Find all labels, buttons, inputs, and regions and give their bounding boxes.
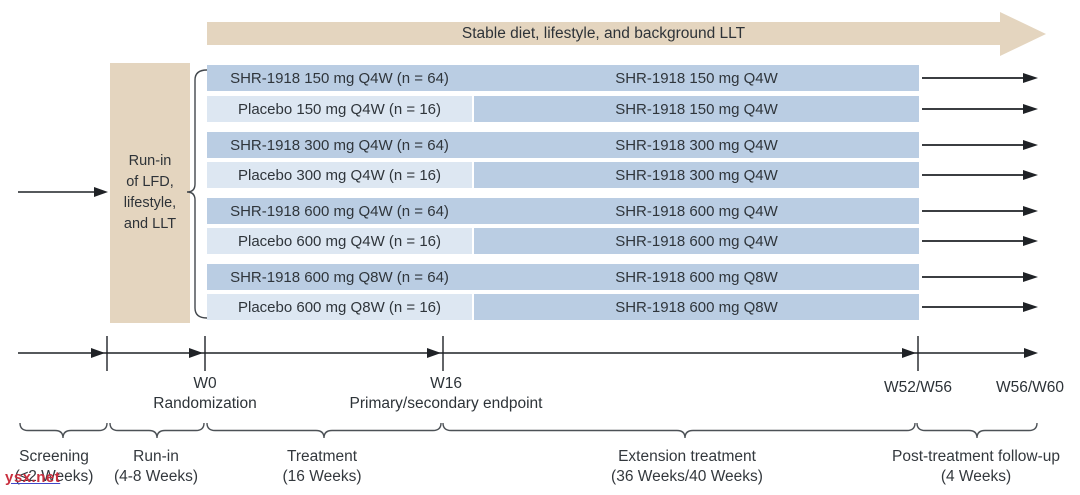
extension-segment: SHR-1918 300 mg Q4W xyxy=(474,162,919,188)
initial-segment: Placebo 600 mg Q8W (n = 16) xyxy=(207,294,472,320)
row-arrow-icon xyxy=(922,170,1038,180)
run-in-box: Run-in of LFD, lifestyle, and LLT xyxy=(110,63,190,323)
extension-segment: SHR-1918 600 mg Q4W xyxy=(474,228,919,254)
arm-row-placebo-600-q8w: Placebo 600 mg Q8W (n = 16) SHR-1918 600… xyxy=(207,294,919,320)
entry-arrow-icon xyxy=(18,187,108,197)
phase-duration: (4-8 Weeks) xyxy=(113,468,199,485)
arm-row-shr-600-q4w: SHR-1918 600 mg Q4W (n = 64) SHR-1918 60… xyxy=(207,198,919,224)
milestone-sublabel: Randomization xyxy=(153,395,257,412)
arm-initial-label: Placebo 600 mg Q8W (n = 16) xyxy=(237,298,442,316)
arm-initial-label: SHR-1918 150 mg Q4W (n = 64) xyxy=(230,69,449,87)
initial-segment: SHR-1918 300 mg Q4W (n = 64) xyxy=(207,132,472,158)
arm-initial-label: SHR-1918 300 mg Q4W (n = 64) xyxy=(230,136,449,154)
arm-extension-label: SHR-1918 600 mg Q4W xyxy=(615,232,778,250)
arm-row-placebo-150-q4w: Placebo 150 mg Q4W (n = 16) SHR-1918 150… xyxy=(207,96,919,122)
watermark-text: ysx.net xyxy=(5,469,61,486)
timeline-ticks xyxy=(106,336,919,371)
phase-follow-up: Post-treatment follow-up (4 Weeks) xyxy=(892,447,1060,487)
phase-brackets xyxy=(19,422,1038,439)
initial-segment: SHR-1918 600 mg Q4W (n = 64) xyxy=(207,198,472,224)
initial-segment: Placebo 600 mg Q4W (n = 16) xyxy=(207,228,472,254)
stable-diet-banner: Stable diet, lifestyle, and background L… xyxy=(207,22,1000,45)
phase-name: Run-in xyxy=(133,448,179,465)
row-arrow-icon xyxy=(922,236,1038,246)
row-arrow-icon xyxy=(922,104,1038,114)
extension-segment: SHR-1918 600 mg Q4W xyxy=(474,198,919,224)
arm-initial-label: Placebo 600 mg Q4W (n = 16) xyxy=(237,232,442,250)
bracket-treatment xyxy=(206,422,442,439)
phase-extension: Extension treatment (36 Weeks/40 Weeks) xyxy=(611,447,763,487)
timeline-arrowheads xyxy=(91,348,1038,358)
extension-segment: SHR-1918 600 mg Q8W xyxy=(474,294,919,320)
run-in-line: of LFD, xyxy=(126,174,174,190)
arm-row-shr-600-q8w: SHR-1918 600 mg Q8W (n = 64) SHR-1918 60… xyxy=(207,264,919,290)
run-in-line: Run-in xyxy=(128,153,172,169)
arm-extension-label: SHR-1918 600 mg Q4W xyxy=(615,202,778,220)
run-in-line: lifestyle, xyxy=(123,195,177,211)
phase-duration: (36 Weeks/40 Weeks) xyxy=(611,468,763,485)
arms-brace-icon xyxy=(186,69,208,319)
timeline-axis xyxy=(18,336,1038,371)
arm-initial-label: Placebo 300 mg Q4W (n = 16) xyxy=(237,166,442,184)
phase-duration: (≤2 Weeks) xyxy=(14,468,94,485)
arm-row-shr-300-q4w: SHR-1918 300 mg Q4W (n = 64) SHR-1918 30… xyxy=(207,132,919,158)
initial-segment: SHR-1918 600 mg Q8W (n = 64) xyxy=(207,264,472,290)
extension-segment: SHR-1918 300 mg Q4W xyxy=(474,132,919,158)
extension-segment: SHR-1918 600 mg Q8W xyxy=(474,264,919,290)
bracket-run-in xyxy=(109,422,205,439)
arm-row-placebo-300-q4w: Placebo 300 mg Q4W (n = 16) SHR-1918 300… xyxy=(207,162,919,188)
row-followup-arrows xyxy=(922,73,1038,312)
bracket-screening xyxy=(19,422,108,439)
milestone-week: W52/W56 xyxy=(883,379,953,396)
phase-name: Extension treatment xyxy=(618,448,756,465)
extension-segment: SHR-1918 150 mg Q4W xyxy=(474,96,919,122)
row-arrow-icon xyxy=(922,206,1038,216)
phase-name: Post-treatment follow-up xyxy=(892,448,1060,465)
run-in-line: and LLT xyxy=(123,216,177,232)
phase-screening: Screening (≤2 Weeks) xyxy=(15,447,94,487)
phase-name: Treatment xyxy=(286,448,358,465)
milestone-week: W56/W60 xyxy=(995,379,1065,396)
bracket-extension xyxy=(442,422,916,439)
arm-row-shr-150-q4w: SHR-1918 150 mg Q4W (n = 64) SHR-1918 15… xyxy=(207,65,919,91)
row-arrow-icon xyxy=(922,272,1038,282)
arm-initial-label: SHR-1918 600 mg Q8W (n = 64) xyxy=(230,268,449,286)
stable-diet-banner-arrowhead-icon xyxy=(1000,11,1046,56)
milestone-week: W16 xyxy=(430,375,462,392)
phase-treatment: Treatment (16 Weeks) xyxy=(283,447,362,487)
milestone-week: W0 xyxy=(193,375,217,392)
arm-extension-label: SHR-1918 150 mg Q4W xyxy=(615,69,778,87)
arm-extension-label: SHR-1918 300 mg Q4W xyxy=(615,166,778,184)
extension-segment: SHR-1918 150 mg Q4W xyxy=(474,65,919,91)
initial-segment: SHR-1918 150 mg Q4W (n = 64) xyxy=(207,65,472,91)
row-arrow-icon xyxy=(922,302,1038,312)
initial-segment: Placebo 150 mg Q4W (n = 16) xyxy=(207,96,472,122)
row-arrow-icon xyxy=(922,73,1038,83)
arm-initial-label: Placebo 150 mg Q4W (n = 16) xyxy=(237,100,442,118)
milestone-w0: W0 Randomization xyxy=(153,374,256,414)
phase-name: Screening xyxy=(19,448,89,465)
initial-segment: Placebo 300 mg Q4W (n = 16) xyxy=(207,162,472,188)
phase-run-in: Run-in (4-8 Weeks) xyxy=(114,447,198,487)
bracket-follow-up xyxy=(916,422,1038,439)
milestone-w16: W16 Primary/secondary endpoint xyxy=(350,374,543,414)
arm-extension-label: SHR-1918 300 mg Q4W xyxy=(615,136,778,154)
milestone-sublabel: Primary/secondary endpoint xyxy=(349,395,543,412)
stable-diet-banner-label: Stable diet, lifestyle, and background L… xyxy=(461,24,746,42)
arm-initial-label: SHR-1918 600 mg Q4W (n = 64) xyxy=(230,202,449,220)
phase-duration: (16 Weeks) xyxy=(282,468,362,485)
arm-extension-label: SHR-1918 150 mg Q4W xyxy=(615,100,778,118)
phase-duration: (4 Weeks) xyxy=(940,468,1012,485)
arm-extension-label: SHR-1918 600 mg Q8W xyxy=(615,298,778,316)
milestone-w52-w56: W52/W56 xyxy=(884,378,952,398)
row-arrow-icon xyxy=(922,140,1038,150)
arm-extension-label: SHR-1918 600 mg Q8W xyxy=(615,268,778,286)
arm-row-placebo-600-q4w: Placebo 600 mg Q4W (n = 16) SHR-1918 600… xyxy=(207,228,919,254)
milestone-w56-w60: W56/W60 xyxy=(996,378,1064,398)
